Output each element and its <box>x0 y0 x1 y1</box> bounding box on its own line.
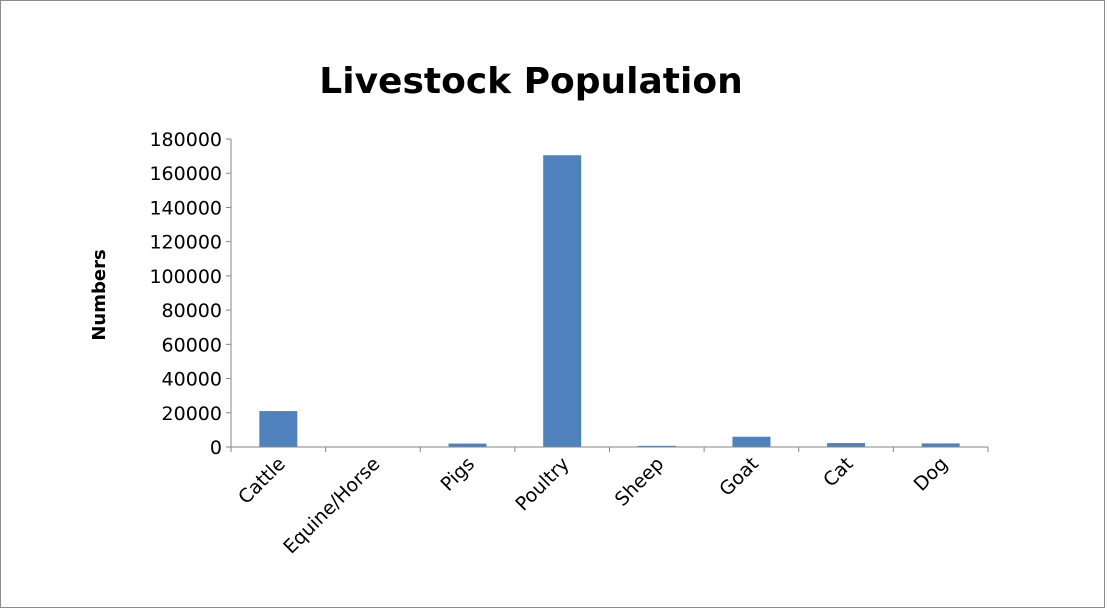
x-tick-label: Goat <box>715 453 763 501</box>
x-tick-label: Dog <box>910 453 953 496</box>
x-tick-label: Cat <box>819 453 857 491</box>
bar-poultry <box>543 155 582 447</box>
y-axis-ticks: 0 20000 40000 60000 80000 100000 120000 140000 1… <box>149 129 231 459</box>
y-tick-label: 60000 <box>162 334 222 356</box>
bars <box>259 155 960 447</box>
x-tick-label: Cattle <box>234 453 290 509</box>
y-tick-label: 20000 <box>162 403 222 425</box>
x-tick-label: Poultry <box>511 453 573 515</box>
axes <box>230 139 989 452</box>
y-tick-label: 80000 <box>162 300 222 322</box>
bar-cattle <box>259 411 298 447</box>
bar-pigs <box>448 443 487 447</box>
bar-sheep <box>637 445 676 447</box>
y-tick-label: 160000 <box>149 163 222 185</box>
chart-title: Livestock Population <box>319 61 742 102</box>
y-tick-label: 140000 <box>149 197 222 219</box>
bar-goat <box>732 436 771 447</box>
bar-dog <box>921 443 960 447</box>
y-tick-label: 40000 <box>162 369 222 391</box>
x-tick-label: Sheep <box>611 453 669 511</box>
y-tick-label: 0 <box>210 437 222 459</box>
y-axis-label: Numbers <box>89 249 110 340</box>
y-tick-label: 180000 <box>149 129 222 151</box>
y-tick-label: 100000 <box>149 266 222 288</box>
x-tick-label: Pigs <box>436 453 479 496</box>
y-tick-label: 120000 <box>149 232 222 254</box>
x-tick-label: Equine/Horse <box>279 453 384 558</box>
bar-cat <box>827 443 866 447</box>
